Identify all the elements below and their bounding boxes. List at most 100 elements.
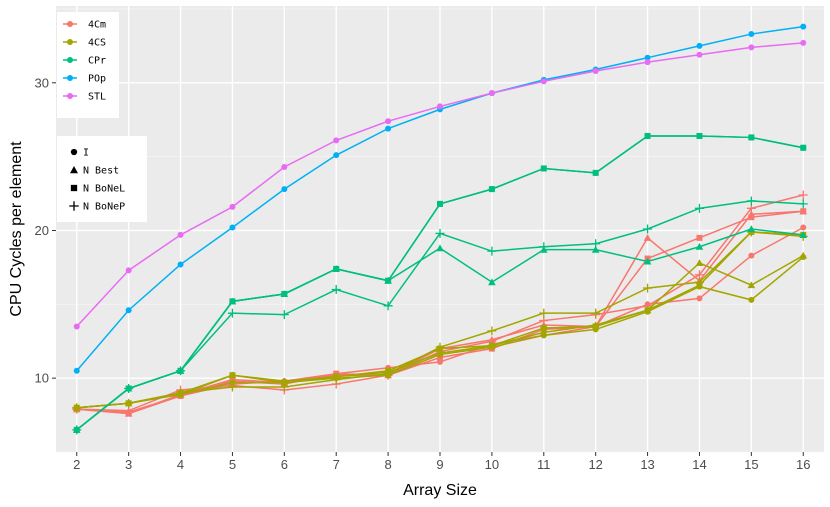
legend-entry: POp	[63, 74, 106, 85]
y-axis: 10 20 30	[35, 75, 56, 386]
y-tick-label: 10	[35, 371, 49, 386]
data-point	[591, 245, 600, 253]
legend-entry: I	[70, 148, 89, 159]
data-point	[643, 257, 652, 265]
data-point	[73, 323, 80, 330]
data-point	[800, 23, 807, 30]
data-point	[539, 242, 549, 252]
data-point	[437, 103, 443, 110]
data-point	[747, 225, 756, 233]
data-point	[696, 132, 703, 139]
data-point	[643, 224, 653, 234]
data-point	[488, 342, 495, 349]
data-point	[333, 137, 340, 144]
data-point	[437, 200, 443, 207]
data-point	[333, 152, 340, 159]
data-point	[331, 375, 341, 385]
legend-label: CPr	[88, 56, 106, 67]
data-point	[643, 234, 652, 241]
legend-algorithm: 4Cm 4CS CPr POp STL	[57, 12, 119, 118]
x-tick-label: 5	[229, 457, 236, 472]
data-point	[72, 403, 82, 413]
legend-entry: 4Cm	[63, 20, 106, 31]
data-point	[644, 132, 651, 139]
legend-label: N Best	[83, 166, 119, 177]
data-point	[591, 239, 601, 249]
data-point	[176, 388, 186, 398]
data-point	[333, 265, 340, 272]
data-point	[436, 244, 444, 252]
legend-background	[57, 12, 119, 118]
x-tick-label: 15	[744, 457, 758, 472]
data-point	[488, 186, 495, 193]
data-point	[592, 67, 599, 74]
data-point	[746, 196, 756, 206]
data-point	[694, 277, 704, 287]
data-point	[488, 90, 495, 97]
data-point	[696, 42, 703, 49]
legend-entry: STL	[63, 92, 106, 103]
data-point	[177, 261, 184, 268]
data-point	[177, 231, 184, 238]
data-point	[643, 283, 653, 293]
data-point	[385, 125, 392, 132]
data-point	[227, 382, 237, 392]
data-point	[800, 39, 807, 46]
legend-swatch-point	[67, 75, 73, 81]
data-point	[279, 382, 289, 392]
x-tick-label: 6	[281, 457, 288, 472]
legend-swatch-point	[67, 93, 73, 99]
data-point	[591, 308, 601, 318]
data-point	[644, 54, 651, 61]
legend-label: N BoNeL	[83, 184, 125, 195]
x-tick-label: 9	[436, 457, 443, 472]
data-point	[800, 208, 807, 215]
data-point	[696, 295, 703, 302]
data-point	[72, 425, 82, 435]
data-point	[124, 383, 134, 393]
data-point	[331, 285, 341, 295]
y-tick-label: 20	[35, 223, 49, 238]
data-point	[385, 118, 392, 125]
x-axis: 2 3 4 5 6 7 8 9 10 11 12 13 14 15 16	[73, 452, 810, 472]
legend-variant: I N Best N BoNeL N BoNeP	[57, 136, 147, 222]
x-tick-label: 11	[537, 457, 551, 472]
data-point	[281, 290, 288, 297]
series-cpr-n-bonep	[72, 196, 808, 435]
legend-label: 4CS	[88, 38, 106, 49]
data-point	[592, 323, 599, 330]
legend-shape-key	[70, 166, 78, 174]
data-point	[748, 296, 755, 303]
legend-entry: N BoNeL	[70, 184, 125, 195]
data-point	[798, 199, 808, 209]
data-point	[539, 328, 548, 336]
series-layer	[72, 23, 808, 435]
data-point	[125, 267, 132, 274]
x-axis-title: Array Size	[403, 482, 477, 499]
data-point	[435, 342, 445, 352]
data-point	[798, 190, 808, 200]
y-tick-label: 30	[35, 75, 49, 90]
data-point	[748, 134, 755, 141]
legend-label: N BoNeP	[83, 202, 125, 213]
data-point	[279, 310, 289, 320]
data-point	[540, 165, 547, 172]
data-point	[799, 251, 808, 259]
data-point	[435, 228, 445, 238]
data-point	[799, 231, 808, 238]
data-point	[695, 259, 704, 267]
legend-entry: N BoNeP	[69, 201, 125, 213]
data-point	[748, 252, 755, 259]
data-point	[125, 307, 132, 314]
legend-entry: N Best	[70, 166, 119, 177]
data-point	[800, 144, 807, 151]
data-point	[539, 308, 549, 318]
data-point	[436, 349, 444, 357]
data-point	[281, 186, 288, 193]
data-point	[800, 224, 807, 231]
data-point	[748, 44, 755, 51]
data-point	[748, 214, 755, 221]
legend-shape-key	[69, 201, 79, 211]
legend-entry: CPr	[63, 56, 106, 67]
